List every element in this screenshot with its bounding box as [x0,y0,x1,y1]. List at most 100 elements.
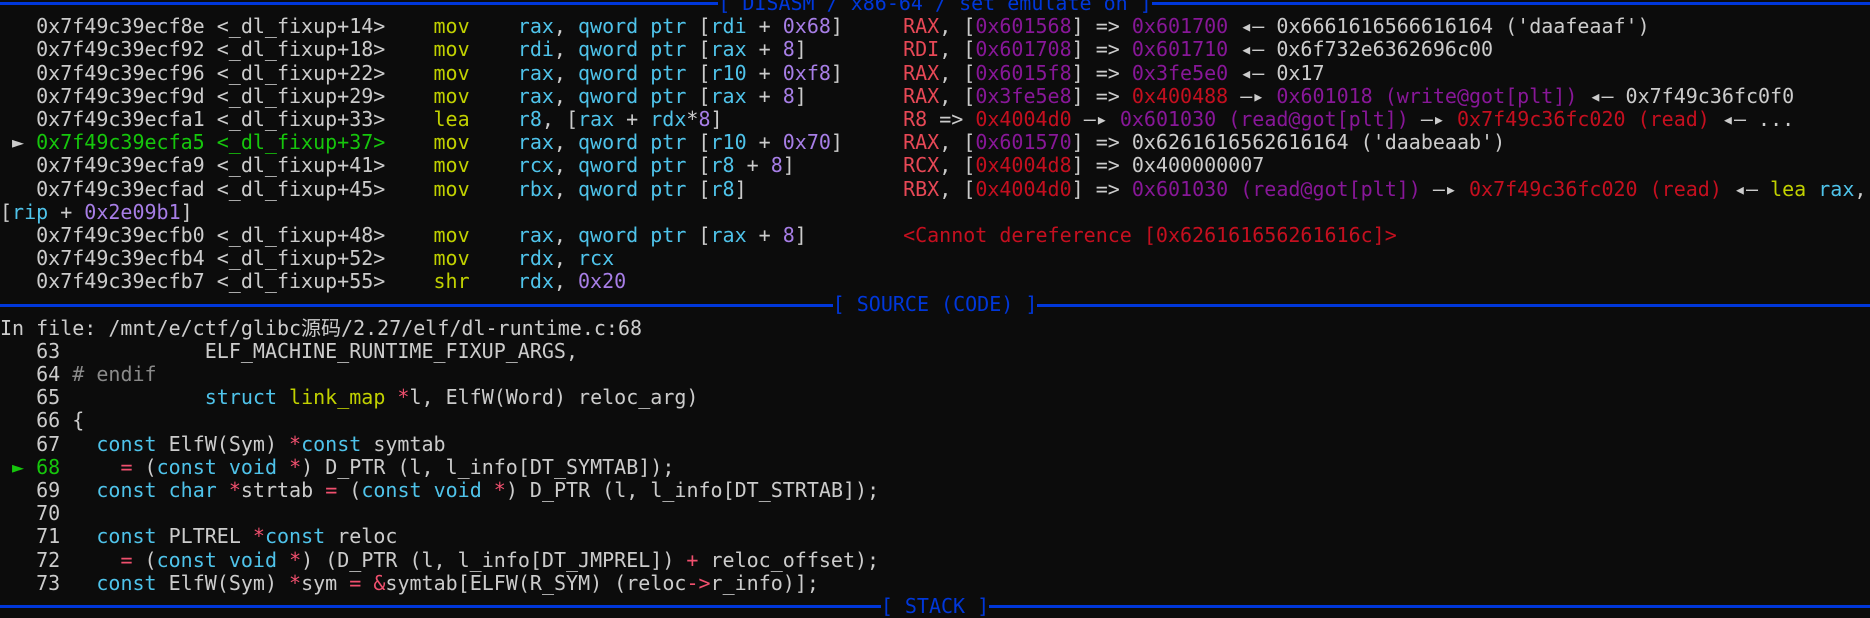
operand-token: ] [794,83,807,108]
line-number: 64 [36,362,61,386]
code-token [385,385,397,409]
instruction-symbol: <_dl_fixup+41> [216,153,386,178]
code-token: = [120,454,133,479]
separator-line [0,303,833,307]
annotation-token: lea [1770,176,1807,201]
current-instruction-marker-icon [12,223,24,247]
instruction-operands: rbx, qword ptr [r8] [518,176,747,201]
instruction-annotation: RAX, [0x6015f8] => 0x3fe5e0 ◂— 0x17 [903,60,1324,85]
code-token: + [686,547,699,572]
instruction-operands: rax, qword ptr [rax + 8] [518,222,807,247]
line-number: 67 [36,431,61,456]
annotation-token: —▸ [1228,83,1277,108]
annotation-token: ◂— 0x6f732e6362696c00 [1228,37,1494,62]
annotation-token: —▸ [1420,176,1470,201]
code-token: reloc_offset); [698,547,880,572]
operand-token: [ [686,222,711,247]
code-token: * [289,431,302,456]
code-token: = [349,570,362,595]
code-token: r_info)]; [710,570,819,595]
annotation-token: 0x2e09b1 [84,199,181,224]
instruction-symbol: <_dl_fixup+18> [216,37,386,62]
annotation-token: 0x4004d0 [975,106,1072,131]
instruction-annotation: <Cannot dereference [0x626161656261616c]… [903,223,1397,247]
annotation-token: 0x400488 [1131,83,1229,108]
code-token: reloc [325,524,398,549]
current-line-marker-icon [12,524,24,548]
annotation-token: ◂— 0x6661616566616164 ('daafeaaf') [1228,14,1650,39]
code-token: = [325,477,338,502]
code-token [361,571,373,595]
operand-token: 8 [770,153,783,178]
annotation-token: —▸ [1408,106,1457,131]
operand-token: + [746,60,783,85]
current-line-marker-icon [12,408,24,432]
code-token: const [96,431,157,456]
annotation-token: ◂— ... [1709,106,1795,131]
operand-token: rax [517,14,554,39]
separator-line [0,2,719,6]
operand-token: qword ptr [578,153,687,178]
operand-token: ] [794,222,807,247]
instruction-address: 0x7f49c39ecfa1 [36,106,205,131]
instruction-mnemonic: mov [433,153,470,178]
instruction-annotation: RAX, [0x601568] => 0x601700 ◂— 0x6661616… [903,15,1650,38]
annotation-token: RDI [903,37,940,62]
operand-token: [ [686,37,711,62]
annotation-token: , [ [939,83,976,108]
instruction-mnemonic: lea [433,106,470,131]
code-token [72,455,120,479]
operand-token: qword ptr [578,37,687,62]
operand-token: qword ptr [578,176,687,201]
current-line-marker-icon [12,571,24,595]
current-instruction-marker-icon [12,246,24,270]
annotation-token: , [ [939,60,976,85]
annotation-token: rip [12,199,49,224]
current-line-marker-icon [12,362,24,386]
disasm-line: 0x7f49c39ecfb7 <_dl_fixup+55> shr rdx, 0x… [0,270,1870,293]
source-file-path-text: In file: /mnt/e/ctf/glibc源码/2.27/elf/dl-… [0,315,643,340]
current-line-marker-icon: ► [12,454,25,479]
instruction-operands: rax, qword ptr [rdi + 0x68] [518,15,843,38]
line-number: 72 [36,547,61,572]
current-line-marker-icon [12,478,24,502]
line-number: 71 [36,524,61,549]
code-token: * [252,524,265,549]
instruction-mnemonic: mov [433,60,470,85]
operand-token: + [746,130,783,155]
code-token: ( [132,454,157,479]
current-instruction-marker-icon [12,14,24,38]
operand-token: qword ptr [578,14,687,39]
operand-token: + [746,14,783,39]
code-token: const void [361,477,482,502]
instruction-symbol: <_dl_fixup+48> [216,222,386,247]
source-file-path: In file: /mnt/e/ctf/glibc源码/2.27/elf/dl-… [0,315,1870,340]
source-line: 69 const char *strtab = (const void *) D… [0,477,1870,502]
section-title: [ SOURCE (CODE) ] [832,292,1038,317]
instruction-address: 0x7f49c39ecf9d [36,83,205,108]
code-token [72,432,96,456]
code-token: ElfW(Sym) [156,570,290,595]
source-line: 63 ELF_MACHINE_RUNTIME_FIXUP_ARGS, [0,339,1870,363]
instruction-mnemonic: mov [433,246,470,271]
operand-token: + [614,106,651,131]
operand-token: , [553,222,579,247]
annotation-token: 0x6015f8 [975,60,1072,85]
instruction-mnemonic: mov [433,37,470,62]
operand-token: r10 [710,130,747,155]
code-token [72,385,204,409]
code-token: -> [686,570,711,595]
operand-token: rax [578,106,615,131]
annotation-token: 0x3fe5e0 [1131,60,1229,85]
annotation-token: => [927,106,976,131]
operand-token: [ [686,60,711,85]
code-token: { [72,408,85,433]
operand-token: [ [686,83,711,108]
current-line-marker-icon [12,501,24,525]
code-token: ) (D_PTR (l, l_info[DT_JMPREL]) [301,547,687,572]
source-line: 72 = (const void *) (D_PTR (l, l_info[DT… [0,547,1870,572]
operand-token: rdx [517,246,554,271]
source-line: 73 const ElfW(Sym) *sym = &symtab[ELFW(R… [0,570,1870,595]
section-header-disasm: [ DISASM / x86-64 / set emulate on ] [0,0,1870,15]
